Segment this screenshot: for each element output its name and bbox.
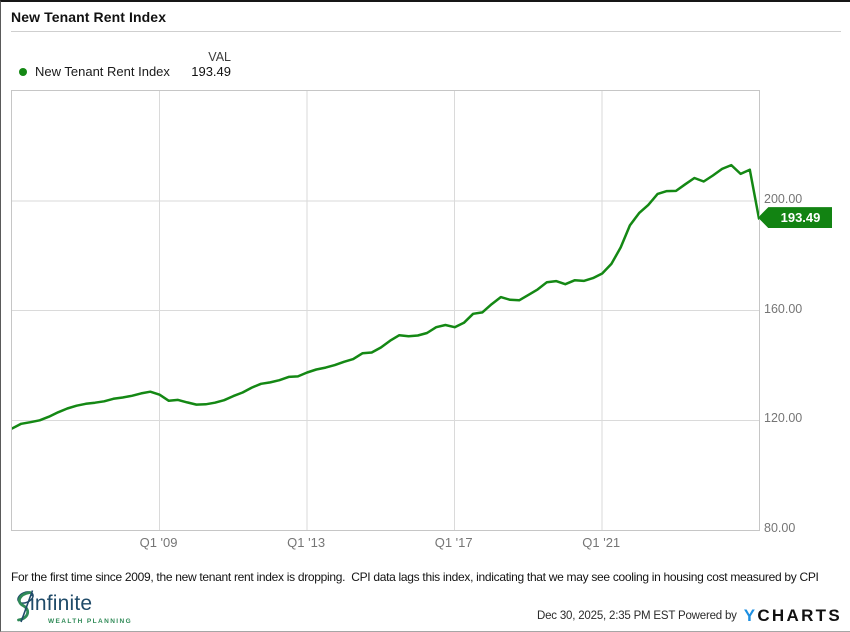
chart-line-svg — [12, 91, 759, 530]
x-axis-tick-label: Q1 '13 — [287, 535, 326, 550]
logo-leaf-dollar-icon — [17, 590, 34, 623]
attribution: Dec 30, 2025, 2:35 PM EST Powered by YCH… — [537, 604, 842, 628]
annotation-text: For the first time since 2009, the new t… — [11, 570, 819, 584]
page-title: New Tenant Rent Index — [11, 9, 167, 25]
series-line — [12, 163, 759, 430]
legend-series-label: New Tenant Rent Index — [35, 64, 170, 79]
ycharts-logo-charts: CHARTS — [757, 606, 842, 625]
y-axis-tick-label: 160.00 — [764, 301, 803, 316]
chart-plot-area — [11, 90, 760, 531]
logo-subtitle: WEALTH PLANNING — [48, 618, 133, 625]
title-divider — [11, 31, 841, 32]
infinite-wealth-planning-logo: infinite WEALTH PLANNING — [13, 588, 133, 630]
x-axis-tick-label: Q1 '09 — [139, 535, 178, 550]
y-axis-tick-label: 80.00 — [764, 521, 796, 535]
ycharts-logo-y: Y — [743, 606, 758, 625]
ycharts-logo: YCHARTS — [744, 606, 842, 626]
timestamp-powered-by: Dec 30, 2025, 2:35 PM EST Powered by — [537, 610, 737, 622]
y-axis-tick-label: 200.00 — [764, 191, 803, 206]
x-axis-tick-label: Q1 '21 — [582, 535, 621, 550]
x-axis-tick-label: Q1 '17 — [434, 535, 473, 550]
legend-value-column-header: VAL — [208, 50, 231, 64]
logo-wordmark: infinite — [30, 592, 93, 615]
legend-series-dot-icon — [19, 68, 27, 76]
last-value-badge: 193.49 — [758, 207, 832, 229]
legend-current-value: 193.49 — [191, 64, 231, 79]
y-axis-tick-label: 120.00 — [764, 411, 803, 426]
